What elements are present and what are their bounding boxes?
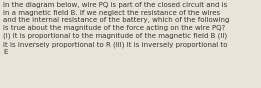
- Text: In the diagram below, wire PQ is part of the closed circuit and is
in a magnetic: In the diagram below, wire PQ is part of…: [3, 2, 229, 55]
